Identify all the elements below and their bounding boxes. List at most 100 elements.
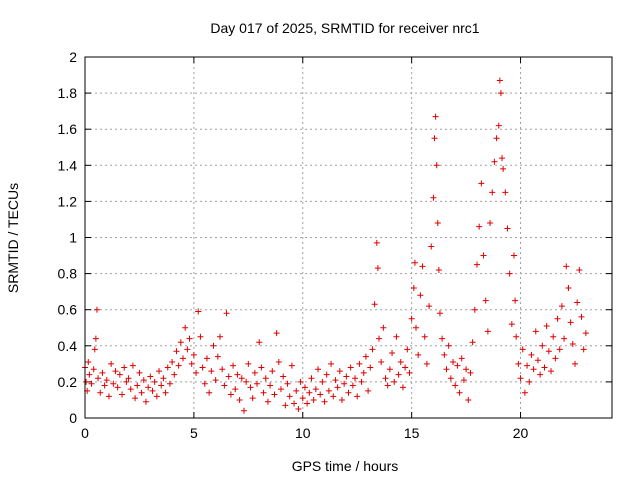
data-point	[336, 368, 343, 375]
data-point	[262, 375, 269, 382]
data-point	[550, 333, 557, 340]
y-tick-label: 0.2	[58, 374, 78, 390]
x-tick-label: 15	[404, 425, 420, 441]
data-point	[482, 297, 489, 304]
data-point	[452, 382, 459, 389]
data-point	[121, 364, 128, 371]
data-point	[439, 335, 446, 342]
data-point	[238, 375, 245, 382]
data-point	[548, 368, 555, 375]
data-point	[308, 375, 315, 382]
data-point	[450, 359, 457, 366]
data-point	[227, 391, 234, 398]
y-tick-label: 1.4	[58, 157, 78, 173]
data-point	[271, 391, 278, 398]
data-point	[369, 346, 376, 353]
data-point	[410, 285, 417, 292]
data-point	[134, 382, 141, 389]
data-point	[201, 380, 208, 387]
data-point	[101, 382, 108, 389]
data-point	[330, 393, 337, 400]
data-point	[476, 223, 483, 230]
data-point	[374, 265, 381, 272]
data-point	[524, 362, 531, 369]
data-point	[338, 396, 345, 403]
data-point	[447, 375, 454, 382]
data-point	[164, 364, 171, 371]
data-point	[384, 382, 391, 389]
data-point	[258, 364, 265, 371]
data-point	[217, 333, 224, 340]
data-point	[145, 384, 152, 391]
data-point	[245, 360, 252, 367]
data-point	[151, 378, 158, 385]
data-point	[358, 378, 365, 385]
data-point	[402, 364, 409, 371]
data-point	[269, 368, 276, 375]
data-point	[417, 292, 424, 299]
data-point	[373, 239, 380, 246]
data-point	[576, 266, 583, 273]
data-point	[478, 180, 485, 187]
data-point	[275, 359, 282, 366]
data-point	[297, 378, 304, 385]
data-point	[83, 378, 90, 385]
data-point	[179, 355, 186, 362]
data-point	[463, 366, 470, 373]
data-point	[580, 346, 587, 353]
data-point	[221, 382, 228, 389]
data-point	[264, 398, 271, 405]
data-point	[304, 400, 311, 407]
data-point	[404, 346, 411, 353]
data-point	[473, 261, 480, 268]
data-point	[312, 386, 319, 393]
data-point	[256, 339, 263, 346]
data-point	[519, 346, 526, 353]
data-point	[582, 330, 589, 337]
data-point	[123, 378, 130, 385]
data-point	[306, 389, 313, 396]
data-point	[493, 135, 500, 142]
data-point	[93, 306, 100, 313]
data-point	[426, 303, 433, 310]
data-point	[471, 306, 478, 313]
data-point	[499, 155, 506, 162]
x-tick-label: 5	[190, 425, 198, 441]
data-point	[543, 322, 550, 329]
y-tick-label: 1.6	[58, 121, 78, 137]
data-point	[203, 355, 210, 362]
data-point	[267, 382, 274, 389]
data-point	[110, 380, 117, 387]
data-point	[293, 387, 300, 394]
data-point	[119, 391, 126, 398]
data-point	[219, 366, 226, 373]
data-point	[334, 384, 341, 391]
data-point	[408, 315, 415, 322]
data-point	[569, 340, 576, 347]
data-point	[495, 122, 502, 129]
data-point	[500, 165, 507, 172]
data-point	[382, 375, 389, 382]
data-point	[517, 375, 524, 382]
data-point	[236, 396, 243, 403]
data-point	[108, 360, 115, 367]
data-point	[347, 364, 354, 371]
data-point	[85, 359, 92, 366]
data-point	[105, 393, 112, 400]
data-point	[397, 359, 404, 366]
data-point	[441, 351, 448, 358]
data-point	[140, 377, 147, 384]
data-point	[112, 368, 119, 375]
data-point	[532, 328, 539, 335]
data-point	[378, 359, 385, 366]
data-point	[95, 375, 102, 382]
data-point	[232, 386, 239, 393]
data-point	[528, 351, 535, 358]
data-point	[545, 348, 552, 355]
data-point	[436, 310, 443, 317]
data-point	[251, 369, 258, 376]
data-points	[82, 77, 589, 414]
data-point	[212, 377, 219, 384]
data-point	[149, 387, 156, 394]
